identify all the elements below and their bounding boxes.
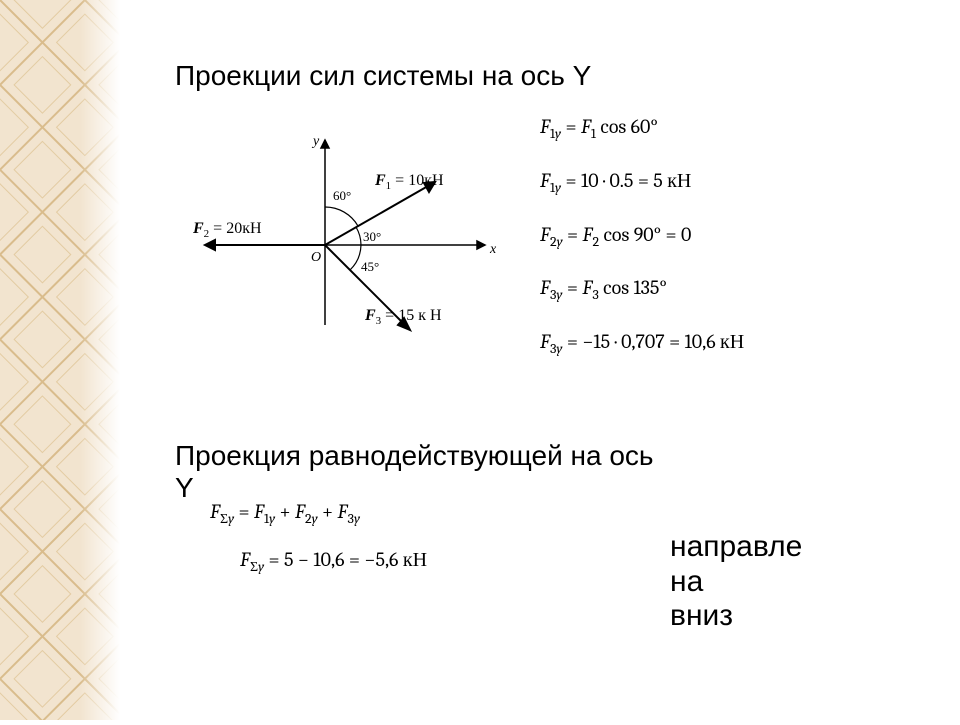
angle-30-arc <box>356 227 361 245</box>
direction-line1: направле <box>670 530 802 563</box>
equation-sum-value: FΣy = 5 − 10,6 = −5,6 кН <box>240 548 427 576</box>
y-axis-label: y <box>311 134 320 149</box>
equation-f1y-value: F1y = 10 · 0.5 = 5 кН <box>540 169 744 197</box>
equation-f3y-value: F3y = −15 · 0,707 = 10,6 кН <box>540 330 744 358</box>
slide-content: Проекции сил системы на ось Y O x y F2 =… <box>120 0 960 720</box>
angle-30-label: 30° <box>363 229 381 244</box>
angle-60-label: 60° <box>333 188 351 203</box>
resultant-equations: FΣy = F1y + F2y + F3y FΣy = 5 − 10,6 = −… <box>210 500 427 596</box>
direction-line3: вниз <box>670 599 733 632</box>
equations-block: F1y = F1 cos 60° F1y = 10 · 0.5 = 5 кН F… <box>540 115 744 384</box>
angle-60-arc <box>325 207 358 226</box>
force-f2-arrow <box>205 240 325 250</box>
page-title: Проекции сил системы на ось Y <box>175 60 591 92</box>
decorative-sidebar <box>0 0 120 720</box>
equation-sum-formula: FΣy = F1y + F2y + F3y <box>210 500 427 528</box>
force-diagram: O x y F2 = 20кН 30° 60° F1 = 10кН <box>185 125 505 335</box>
equation-f2y: F2y = F2 cos 90° = 0 <box>540 223 744 251</box>
force-f1-label: F1 = 10кН <box>374 172 444 192</box>
equation-f3y-formula: F3y = F3 cos 135° <box>540 276 744 304</box>
equation-f1y-formula: F1y = F1 cos 60° <box>540 115 744 143</box>
resultant-subtitle: Проекция равнодействующей на ось Y <box>175 440 675 504</box>
direction-line2: на <box>670 565 703 598</box>
direction-text: направле на вниз <box>670 530 802 634</box>
x-axis-label: x <box>489 242 497 257</box>
force-f2-label: F2 = 20кН <box>192 220 262 240</box>
angle-45-arc <box>350 245 361 270</box>
angle-45-label: 45° <box>361 259 379 274</box>
origin-label: O <box>311 250 321 265</box>
